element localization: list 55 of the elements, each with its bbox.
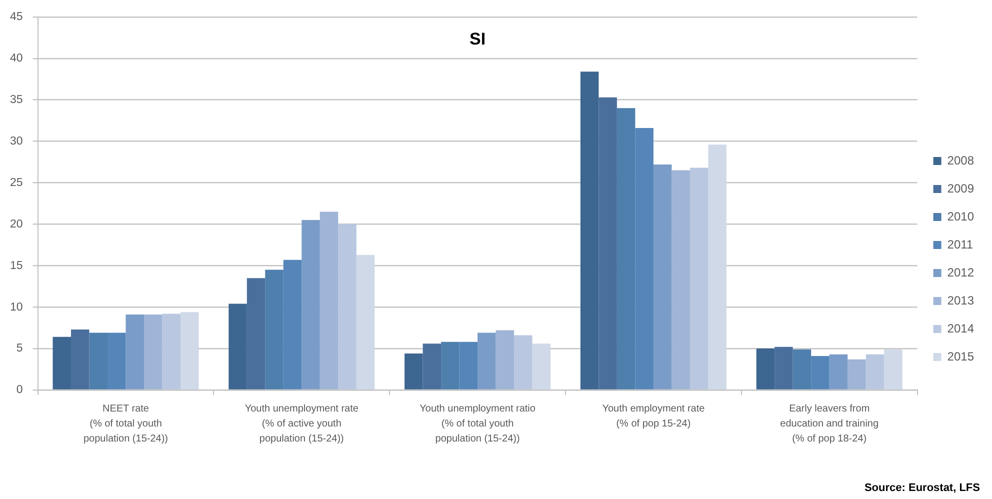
x-tick-label: Early leavers from education and training (% of pop 18-24) [780, 403, 879, 444]
bar [404, 354, 423, 390]
y-tick-label: 45 [10, 11, 23, 24]
bar [580, 72, 599, 390]
bar [884, 349, 902, 390]
y-tick-label: 30 [10, 135, 23, 148]
bar [338, 224, 356, 390]
bar [774, 346, 793, 390]
bar [514, 335, 532, 390]
legend-label: 2014 [947, 321, 974, 336]
bar [320, 212, 338, 390]
x-tick-label: Youth unemployment ratio (% of total youth population (15-24)) [420, 403, 536, 444]
y-tick-label: 25 [10, 176, 23, 189]
bar [532, 344, 551, 390]
legend-label: 2015 [947, 349, 974, 364]
bar [708, 144, 726, 390]
bar [52, 336, 71, 390]
legend-label: 2011 [947, 237, 974, 252]
bar [672, 170, 690, 390]
x-tick-label: NEET rate (% of total youth population (15-24)) [83, 403, 168, 444]
legend-label: 2010 [947, 209, 974, 224]
bar [228, 304, 247, 390]
y-tick-label: 15 [10, 260, 23, 272]
bar [246, 278, 266, 390]
legend-label: 2008 [947, 153, 974, 168]
bar [302, 220, 320, 390]
legend-label: 2012 [947, 265, 974, 280]
y-tick-label: 0 [16, 384, 23, 396]
y-tick-label: 5 [16, 342, 23, 355]
bar [126, 314, 144, 390]
x-tick-label: Youth unemployment rate (% of active youth population (15-24)) [244, 403, 359, 444]
y-tick-label: 40 [10, 52, 23, 65]
bar [356, 254, 375, 390]
bar [690, 168, 708, 390]
y-tick-label: 35 [10, 94, 23, 106]
bar [829, 354, 848, 390]
bar [866, 354, 884, 390]
source-note: Source: Eurostat, LFS [864, 482, 980, 494]
bar [848, 359, 866, 390]
y-tick-label: 10 [10, 301, 23, 314]
bar [180, 312, 199, 390]
bar [70, 329, 90, 390]
bar [144, 314, 162, 390]
bar [653, 164, 672, 390]
bar [598, 97, 617, 390]
bar [422, 344, 442, 390]
bar [478, 332, 496, 390]
bar [496, 330, 514, 390]
text: SI [470, 30, 486, 49]
bar [756, 348, 775, 390]
legend-label: 2013 [947, 293, 974, 308]
y-tick-label: 20 [10, 218, 23, 230]
legend-label: 2009 [947, 181, 974, 196]
bar [162, 314, 180, 390]
x-tick-label: Youth employment rate (% of pop 15-24) [602, 403, 706, 430]
